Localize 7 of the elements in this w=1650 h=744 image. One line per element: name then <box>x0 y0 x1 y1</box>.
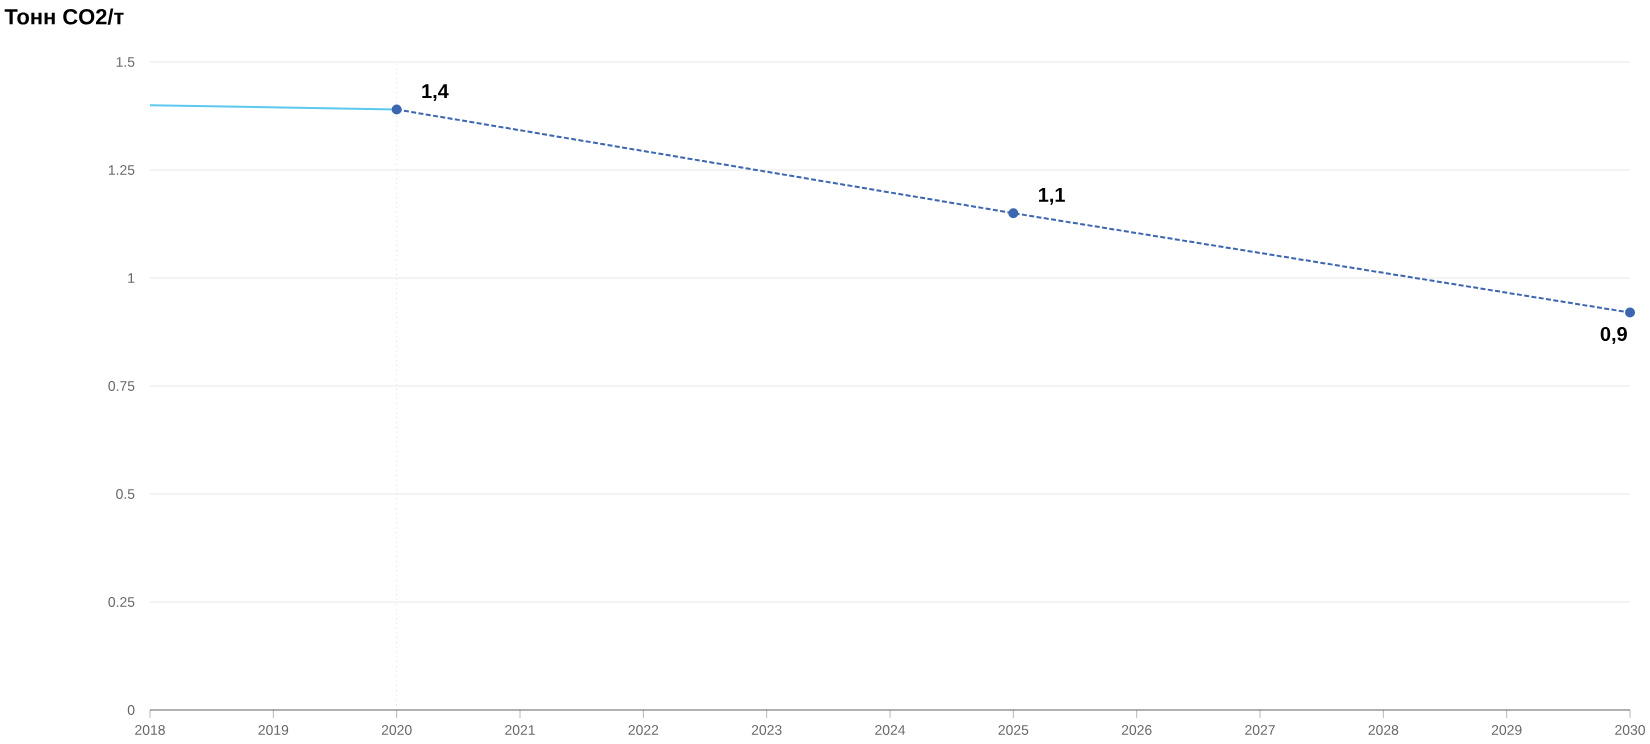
data-label: 0,9 <box>1600 326 1627 344</box>
point <box>391 104 402 115</box>
y-axis-title: Тонн CO2/т <box>4 8 124 25</box>
data-label: 1,4 <box>422 84 449 102</box>
data-label: 1,1 <box>1039 187 1065 205</box>
point <box>1625 307 1636 318</box>
point <box>1008 208 1019 219</box>
